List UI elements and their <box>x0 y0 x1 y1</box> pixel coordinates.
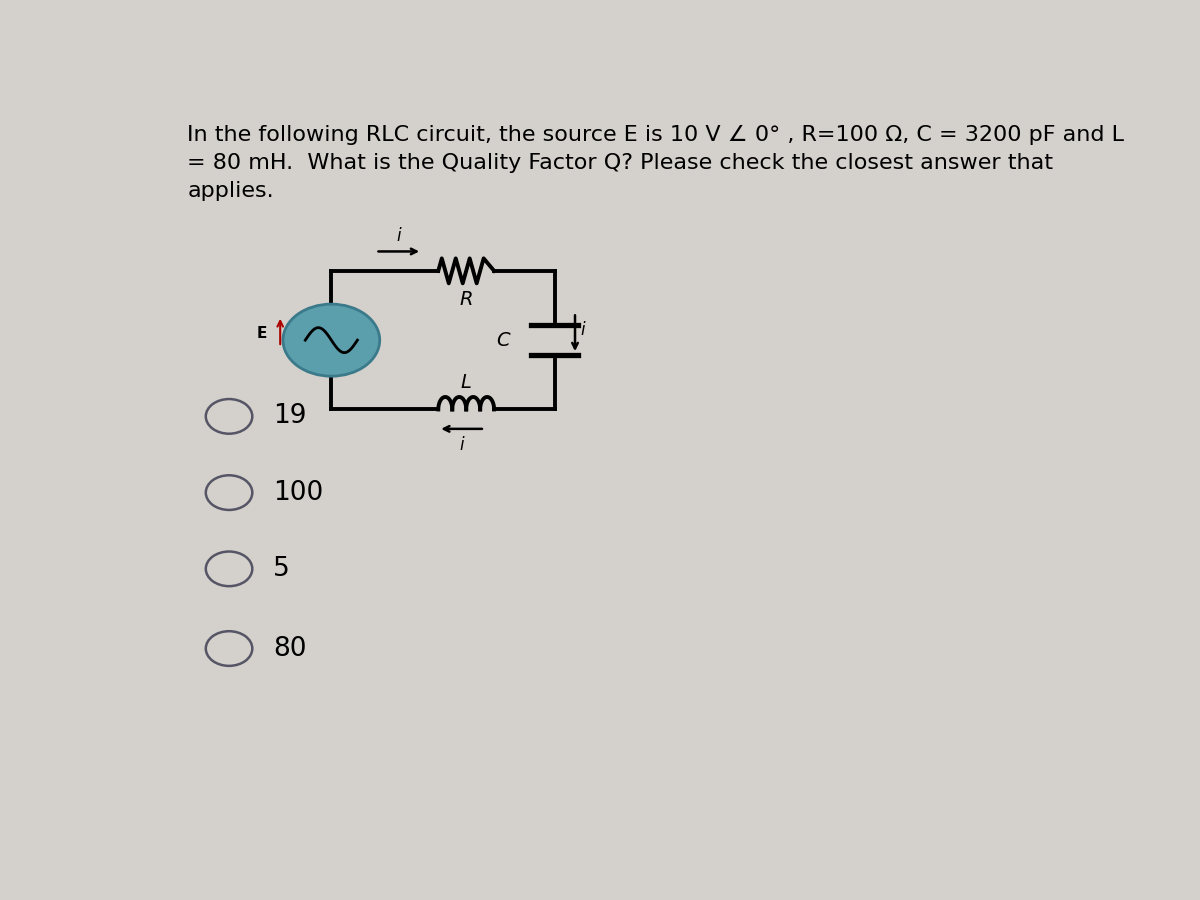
Text: R: R <box>460 291 473 310</box>
Text: 100: 100 <box>272 480 323 506</box>
Text: = 80 mH.  What is the Quality Factor Q? Please check the closest answer that: = 80 mH. What is the Quality Factor Q? P… <box>187 153 1054 173</box>
Text: L: L <box>461 374 472 392</box>
Circle shape <box>283 304 379 376</box>
Text: 5: 5 <box>272 556 289 581</box>
Text: E: E <box>257 326 266 341</box>
Text: i: i <box>396 227 401 245</box>
Text: applies.: applies. <box>187 181 274 201</box>
Text: i: i <box>581 320 586 338</box>
Text: C: C <box>497 330 510 350</box>
Text: 19: 19 <box>272 403 306 429</box>
Text: i: i <box>460 436 464 454</box>
Text: In the following RLC circuit, the source E is 10 V ∠ 0° , R=100 Ω, C = 3200 pF a: In the following RLC circuit, the source… <box>187 125 1124 145</box>
Text: 80: 80 <box>272 635 306 662</box>
